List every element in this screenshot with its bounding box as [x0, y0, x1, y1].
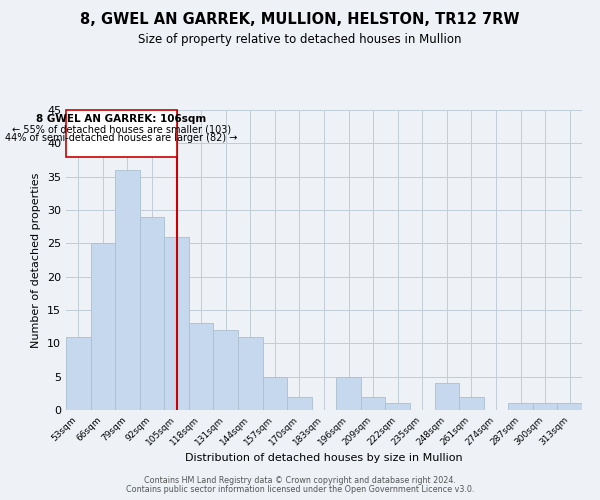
Bar — [140, 216, 164, 410]
Bar — [361, 396, 385, 410]
Bar — [385, 404, 410, 410]
Text: Contains HM Land Registry data © Crown copyright and database right 2024.: Contains HM Land Registry data © Crown c… — [144, 476, 456, 485]
Bar — [214, 330, 238, 410]
Bar — [238, 336, 263, 410]
Bar — [287, 396, 312, 410]
Bar — [557, 404, 582, 410]
Bar — [263, 376, 287, 410]
Bar — [459, 396, 484, 410]
Text: ← 55% of detached houses are smaller (103): ← 55% of detached houses are smaller (10… — [12, 124, 231, 134]
Bar — [336, 376, 361, 410]
Bar — [66, 336, 91, 410]
Bar — [434, 384, 459, 410]
Y-axis label: Number of detached properties: Number of detached properties — [31, 172, 41, 348]
Text: 44% of semi-detached houses are larger (82) →: 44% of semi-detached houses are larger (… — [5, 134, 238, 143]
Text: 8, GWEL AN GARREK, MULLION, HELSTON, TR12 7RW: 8, GWEL AN GARREK, MULLION, HELSTON, TR1… — [80, 12, 520, 28]
Bar — [533, 404, 557, 410]
Text: Contains public sector information licensed under the Open Government Licence v3: Contains public sector information licen… — [126, 485, 474, 494]
Text: Size of property relative to detached houses in Mullion: Size of property relative to detached ho… — [138, 32, 462, 46]
Bar — [508, 404, 533, 410]
X-axis label: Distribution of detached houses by size in Mullion: Distribution of detached houses by size … — [185, 452, 463, 462]
FancyBboxPatch shape — [66, 110, 176, 156]
Bar — [164, 236, 189, 410]
Bar — [115, 170, 140, 410]
Bar — [189, 324, 214, 410]
Text: 8 GWEL AN GARREK: 106sqm: 8 GWEL AN GARREK: 106sqm — [36, 114, 206, 124]
Bar — [91, 244, 115, 410]
